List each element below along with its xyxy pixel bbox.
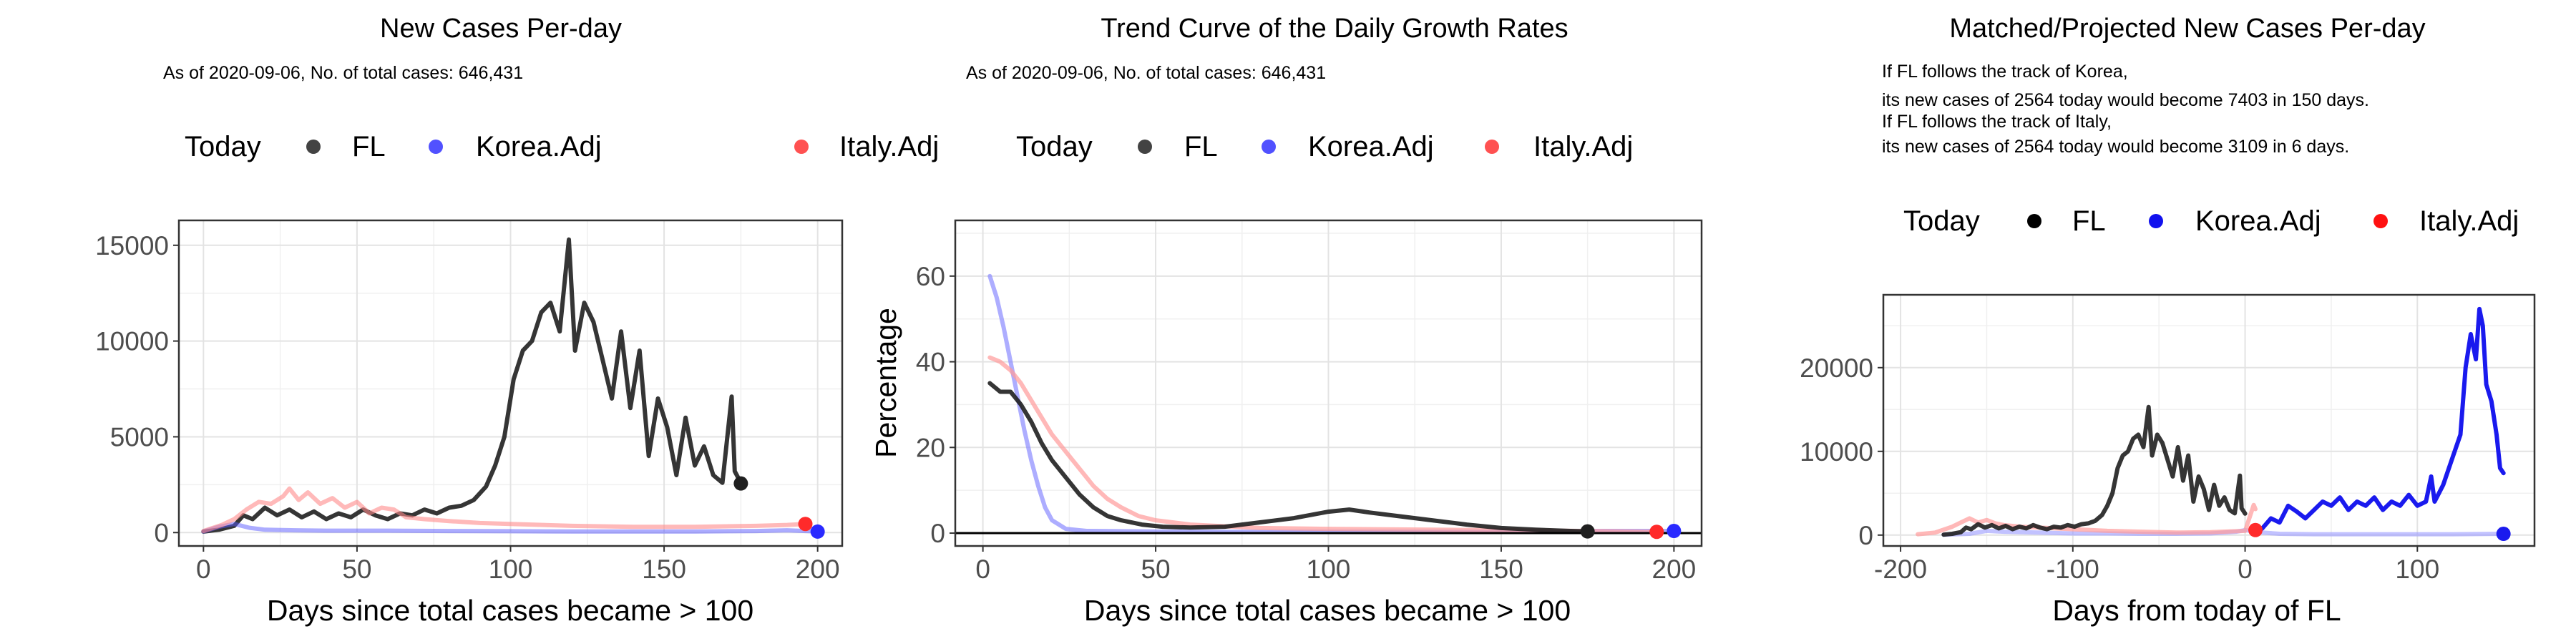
chart1-legend: Today FL Korea.Adj Italy.Adj	[185, 131, 939, 162]
chart3-x-axis-label: Days from today of FL	[2052, 594, 2341, 627]
chart2-subtitle: As of 2020-09-06, No. of total cases: 64…	[966, 63, 1326, 83]
chart2-x-tick-label: 100	[1307, 555, 1351, 584]
chart3-legend-title: Today	[1903, 205, 1980, 237]
chart2-title: Trend Curve of the Daily Growth Rates	[1101, 14, 1568, 44]
chart2-x-axis-label: Days since total cases became > 100	[1084, 594, 1571, 627]
chart2-legend-title: Today	[1016, 131, 1093, 162]
chart3-y-tick-label: 20000	[1800, 353, 1873, 383]
panel-new-cases: New Cases Per-day As of 2020-09-06, No. …	[95, 14, 939, 627]
chart1-x-tick-label: 0	[196, 555, 211, 584]
chart3-x-tick-label: -200	[1874, 555, 1927, 584]
chart2-legend: Today FL Korea.Adj Italy.Adj	[1016, 131, 1633, 162]
chart1-today-point-korea-adj	[810, 524, 825, 539]
chart2-y-tick-label: 0	[930, 519, 945, 548]
chart1-legend-korea: Korea.Adj	[476, 131, 602, 162]
chart3-today-point-italy-adj	[2248, 522, 2263, 537]
chart2-x-tick-label: 50	[1141, 555, 1170, 584]
chart2-y-tick-label: 20	[916, 433, 945, 462]
chart2-x-tick-label: 200	[1652, 555, 1697, 584]
chart1-x-tick-label: 200	[796, 555, 840, 584]
chart2-y-axis-label: Percentage	[869, 308, 902, 458]
chart3-legend-fl: FL	[2072, 205, 2106, 237]
chart2-plot: 0 50 100 150 200 0 20 40 60	[916, 219, 1703, 584]
chart2-today-point-fl	[1580, 524, 1595, 539]
chart1-legend-fl: FL	[352, 131, 386, 162]
chart1-legend-italy: Italy.Adj	[839, 131, 939, 162]
chart2-legend-korea: Korea.Adj	[1308, 131, 1434, 162]
chart2-legend-italy: Italy.Adj	[1533, 131, 1633, 162]
chart3-today-point-korea-adj	[2496, 527, 2511, 542]
chart2-x-tick-label: 150	[1479, 555, 1523, 584]
chart2-legend-italy-marker	[1485, 140, 1499, 154]
chart1-title: New Cases Per-day	[380, 14, 622, 44]
chart3-subtitle-line-3: If FL follows the track of Italy,	[1882, 112, 2112, 132]
chart3-legend: Today FL Korea.Adj Italy.Adj	[1903, 205, 2519, 237]
chart3-series-fl	[1941, 404, 2248, 537]
chart1-x-tick-label: 150	[642, 555, 686, 584]
chart1-subtitle: As of 2020-09-06, No. of total cases: 64…	[163, 63, 523, 83]
chart3-subtitle-line-2: its new cases of 2564 today would become…	[1882, 90, 2369, 110]
chart1-x-tick-label: 50	[342, 555, 371, 584]
chart1-x-tick-label: 100	[489, 555, 533, 584]
chart2-panel-border	[954, 219, 1703, 547]
chart3-y-tick-label: 10000	[1800, 437, 1873, 467]
chart3-panel-border	[1882, 293, 2536, 547]
panel-projected: Matched/Projected New Cases Per-day If F…	[1800, 14, 2536, 627]
chart3-plot: -200 -100 0 100 0 10000 20000	[1800, 293, 2536, 584]
chart2-x-tick-label: 0	[975, 555, 990, 584]
chart1-today-point-italy-adj	[798, 517, 813, 532]
chart2-y-tick-label: 60	[916, 262, 945, 291]
chart3-x-tick-label: -100	[2046, 555, 2099, 584]
chart3-legend-fl-marker	[2027, 214, 2041, 228]
chart1-legend-korea-marker	[429, 140, 443, 154]
chart2-legend-fl: FL	[1184, 131, 1218, 162]
chart2-series-italy-adj	[987, 355, 1659, 535]
chart1-y-tick-label: 10000	[95, 327, 169, 356]
panel-growth-rates: Trend Curve of the Daily Growth Rates As…	[869, 14, 1703, 627]
chart1-series-fl	[201, 237, 743, 534]
chart3-subtitle-line-4: its new cases of 2564 today would become…	[1882, 137, 2349, 157]
chart1-x-axis-label: Days since total cases became > 100	[267, 594, 753, 627]
chart2-y-tick-label: 40	[916, 348, 945, 377]
chart3-x-tick-label: 100	[2395, 555, 2439, 584]
chart2-legend-fl-marker	[1138, 140, 1152, 154]
chart1-plot: 0 50 100 150 200 0 5000 10000 15000	[95, 219, 844, 584]
chart1-legend-title: Today	[185, 131, 261, 162]
chart2-today-point-italy-adj	[1649, 525, 1664, 540]
chart3-legend-italy: Italy.Adj	[2419, 205, 2519, 237]
chart3-legend-italy-marker	[2373, 214, 2388, 228]
chart1-y-tick-label: 5000	[110, 422, 169, 452]
chart3-legend-korea-marker	[2149, 214, 2163, 228]
chart2-series-fl	[987, 381, 1590, 534]
chart1-y-tick-label: 15000	[95, 231, 169, 260]
chart2-today-point-korea-adj	[1667, 524, 1682, 539]
chart3-title: Matched/Projected New Cases Per-day	[1949, 14, 2425, 44]
chart1-legend-fl-marker	[306, 140, 321, 154]
chart1-series-korea-adj	[201, 522, 820, 534]
chart1-panel-border	[177, 219, 844, 547]
chart3-y-tick-label: 0	[1858, 521, 1873, 550]
chart3-subtitle-line-1: If FL follows the track of Korea,	[1882, 62, 2128, 82]
chart1-legend-italy-marker	[794, 140, 809, 154]
chart2-legend-korea-marker	[1262, 140, 1276, 154]
chart3-x-tick-label: 0	[2238, 555, 2253, 584]
chart2-series-korea-adj	[987, 273, 1677, 535]
chart1-y-tick-label: 0	[154, 518, 169, 547]
chart1-series-italy-adj	[201, 486, 808, 534]
chart1-today-point-fl	[733, 476, 748, 491]
chart3-legend-korea: Korea.Adj	[2195, 205, 2321, 237]
chart3-series-korea-adj-projected	[2253, 306, 2506, 537]
